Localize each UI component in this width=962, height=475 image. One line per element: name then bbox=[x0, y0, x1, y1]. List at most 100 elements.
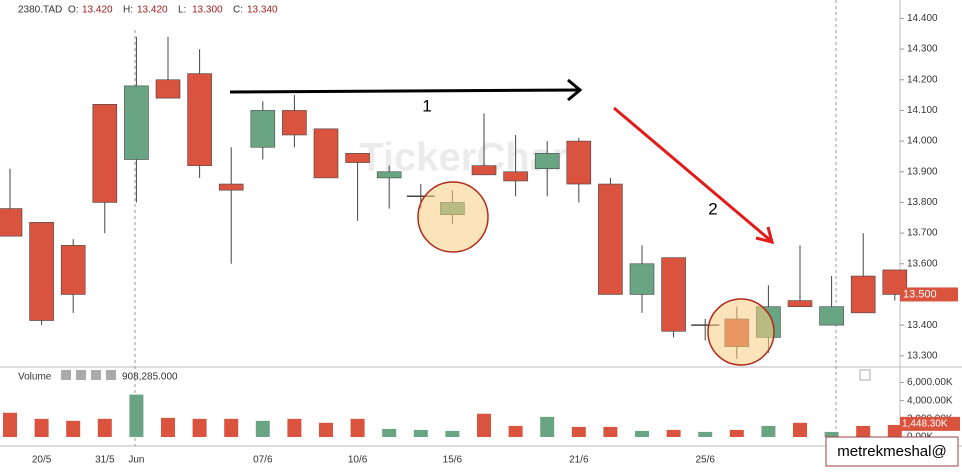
x-tick-label: Jun bbox=[128, 455, 144, 466]
y-tick-label: 14.300 bbox=[907, 44, 938, 55]
candle-body bbox=[503, 171, 528, 182]
y-tick-label: 13.300 bbox=[907, 350, 938, 361]
candle-body bbox=[313, 128, 339, 179]
x-tick-label: 21/6 bbox=[569, 455, 589, 466]
volume-bar bbox=[729, 429, 744, 437]
candle-body bbox=[661, 257, 686, 332]
volume-readout: 908,285.000 bbox=[122, 372, 178, 383]
y-tick-label: 14.100 bbox=[907, 105, 938, 116]
signature: metrekmeshal@ bbox=[837, 443, 946, 460]
volume-bar bbox=[287, 418, 302, 437]
volume-bar bbox=[793, 422, 807, 437]
volume-bar bbox=[161, 417, 175, 437]
candle-body bbox=[787, 300, 813, 308]
icon[interactable] bbox=[76, 370, 86, 380]
volume-bar bbox=[508, 425, 523, 437]
candle-body bbox=[598, 183, 623, 295]
volume-bar bbox=[761, 425, 776, 437]
volume-bar bbox=[66, 420, 81, 437]
volume-bar bbox=[34, 418, 49, 437]
y-tick-label: 14.000 bbox=[907, 136, 938, 147]
volume-bar bbox=[319, 422, 333, 437]
candle-body bbox=[29, 222, 54, 321]
header-field-value: 13.300 bbox=[192, 5, 223, 16]
icon[interactable] bbox=[106, 370, 116, 380]
candle-body bbox=[187, 73, 212, 166]
candle-body bbox=[819, 306, 844, 326]
volume-tag bbox=[900, 416, 960, 431]
volume-bar bbox=[224, 418, 239, 437]
volume-bar bbox=[887, 424, 902, 437]
highlight-circle bbox=[417, 181, 489, 253]
y-tick-label: 13.600 bbox=[907, 258, 938, 269]
header-field-value: 13.420 bbox=[82, 5, 113, 16]
y-tick-label: 13.900 bbox=[907, 166, 938, 177]
volume-tick-label: 4,000.00K bbox=[907, 395, 953, 406]
candle-body bbox=[250, 110, 276, 148]
highlight-circle bbox=[707, 298, 775, 366]
icon[interactable] bbox=[859, 369, 871, 381]
y-tick-label: 14.200 bbox=[907, 74, 938, 85]
annotation: 2 bbox=[708, 199, 717, 218]
header-field-name: C: bbox=[233, 5, 243, 16]
volume-bar bbox=[129, 394, 144, 437]
volume-bar bbox=[382, 428, 397, 437]
candle-body bbox=[376, 171, 402, 179]
x-tick-label: 15/6 bbox=[443, 455, 463, 466]
volume-bar bbox=[635, 430, 649, 437]
volume-bar bbox=[666, 429, 681, 437]
candle-body bbox=[282, 110, 307, 136]
candle-body bbox=[534, 153, 560, 169]
symbol: 2380.TAD bbox=[18, 5, 62, 16]
volume-bar bbox=[97, 418, 112, 437]
volume-bar bbox=[413, 429, 428, 437]
volume-bar bbox=[255, 420, 270, 437]
arrow bbox=[229, 88, 579, 94]
icon[interactable] bbox=[61, 370, 71, 380]
candle-body bbox=[850, 275, 876, 314]
volume-bar bbox=[445, 430, 460, 437]
volume-tag-label: 1,448.30K bbox=[902, 418, 948, 429]
volume-tick-label: 6,000.00K bbox=[907, 377, 953, 388]
volume-bar bbox=[603, 426, 618, 437]
volume-bar bbox=[571, 426, 586, 437]
signature-box bbox=[825, 436, 959, 467]
arrow bbox=[613, 106, 771, 242]
arrow-head bbox=[567, 78, 583, 102]
candle-body bbox=[0, 208, 23, 237]
volume-bar bbox=[856, 425, 871, 437]
icon[interactable] bbox=[91, 370, 101, 380]
candle-body bbox=[345, 153, 370, 163]
x-tick-label: 20/5 bbox=[32, 455, 52, 466]
x-tick-label: 25/6 bbox=[695, 455, 715, 466]
candle-body bbox=[155, 79, 181, 99]
price-tag-label: 13.500 bbox=[903, 288, 937, 300]
volume-bar bbox=[477, 413, 491, 437]
volume-bar bbox=[540, 416, 555, 437]
header-field-name: O: bbox=[68, 5, 79, 16]
candle-body bbox=[566, 140, 592, 185]
header: 2380.TAD O: 13.420 H: 13.420 L: 13.300 C: 13.34… bbox=[18, 5, 278, 16]
candle-body bbox=[124, 85, 149, 160]
y-tick-label: 13.800 bbox=[907, 197, 938, 208]
candle-body bbox=[92, 103, 118, 203]
y-tick-label: 13.700 bbox=[907, 228, 938, 239]
y-tick-label: 14.400 bbox=[907, 13, 938, 24]
header-field-name: L: bbox=[178, 5, 186, 16]
x-tick-label: 31/5 bbox=[95, 455, 115, 466]
header-field-name: H: bbox=[123, 5, 133, 16]
volume-label: Volume bbox=[18, 372, 52, 383]
candle-body bbox=[629, 263, 655, 295]
x-tick-label: 07/6 bbox=[253, 455, 273, 466]
annotation: 1 bbox=[422, 96, 431, 115]
volume-bar bbox=[824, 431, 839, 437]
y-tick-label: 13.400 bbox=[907, 320, 938, 331]
candle-body bbox=[60, 245, 86, 295]
volume-bar bbox=[698, 431, 713, 437]
volume-bar bbox=[350, 418, 365, 437]
candle-body bbox=[218, 183, 244, 191]
candle-body bbox=[471, 165, 497, 176]
volume-bar bbox=[3, 412, 17, 437]
price-tag bbox=[900, 287, 958, 302]
x-tick-label: 10/6 bbox=[348, 455, 368, 466]
